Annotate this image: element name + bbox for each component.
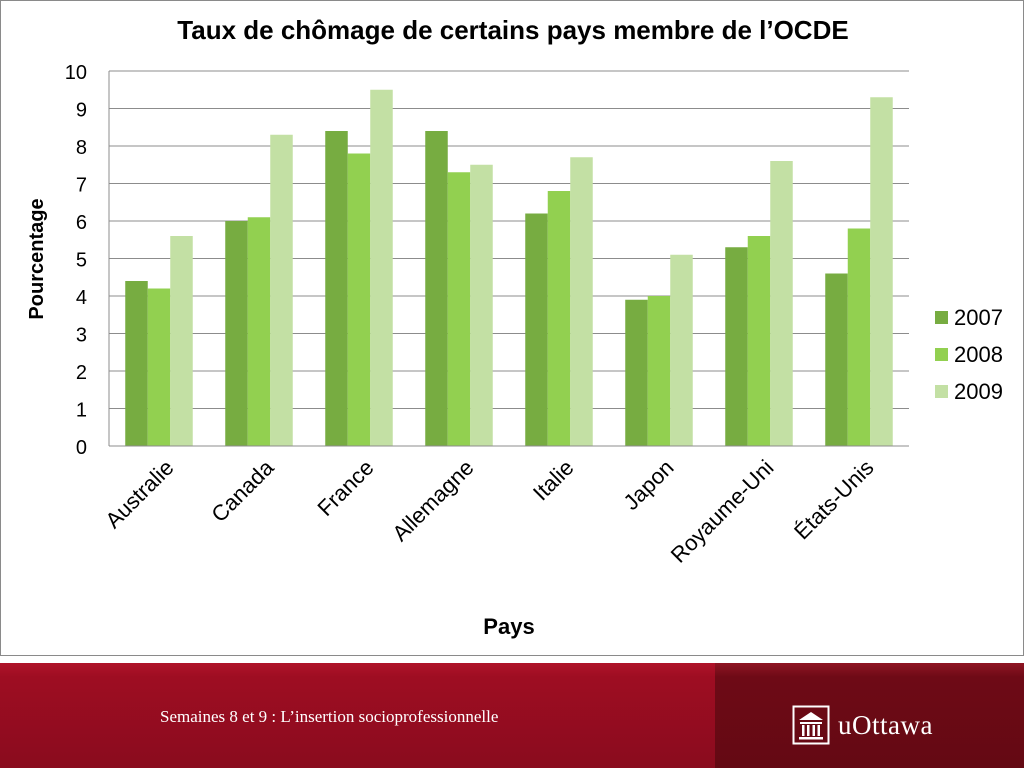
x-tick-label: États-Unis — [789, 455, 878, 544]
y-tick-label: 10 — [65, 62, 87, 84]
x-tick-label: Royaume-Uni — [666, 455, 779, 568]
x-tick-label: Japon — [618, 455, 678, 515]
x-tick-label: France — [312, 455, 378, 521]
bar-2008-Australie — [147, 288, 171, 446]
y-tick-label: 6 — [76, 212, 87, 234]
bar-2007-Royaume-Uni — [725, 247, 748, 446]
y-tick-label: 1 — [76, 400, 87, 422]
bar-2008-Italie — [547, 191, 571, 446]
y-tick-label: 5 — [76, 250, 87, 272]
legend-swatch — [935, 348, 948, 361]
bar-2009-Australie — [170, 236, 193, 446]
y-axis-label: Pourcentage — [26, 198, 48, 319]
y-tick-label: 7 — [76, 175, 87, 197]
bar-2008-Canada — [247, 217, 271, 446]
bar-2009-Royaume-Uni — [770, 161, 793, 446]
bar-chart: Taux de chômage de certains pays membre … — [26, 15, 1003, 639]
x-tick-label: Italie — [528, 455, 579, 506]
uottawa-logo: uOttawa — [792, 703, 933, 747]
bar-2008-Allemagne — [447, 172, 471, 446]
legend-label: 2008 — [954, 342, 1003, 367]
bar-2009-Japon — [670, 254, 693, 446]
bar-2009-Canada — [270, 134, 293, 446]
legend: 2007 2008 2009 — [935, 305, 1003, 404]
bar-2008-Royaume-Uni — [747, 236, 771, 446]
bar-2007-Allemagne — [425, 131, 448, 446]
bar-2009-France — [370, 89, 393, 446]
bar-2007-France — [325, 131, 348, 446]
bar-2007-États-Unis — [825, 273, 848, 446]
bar-2008-France — [347, 153, 371, 446]
legend-swatch — [935, 311, 948, 324]
bar-2009-Allemagne — [470, 164, 493, 446]
bar-2007-Australie — [125, 281, 148, 446]
y-tick-label: 0 — [76, 437, 87, 459]
chart-title: Taux de chômage de certains pays membre … — [177, 15, 848, 45]
bar-2007-Italie — [525, 213, 548, 446]
y-tick-label: 4 — [76, 287, 87, 309]
legend-swatch — [935, 385, 948, 398]
legend-label: 2007 — [954, 305, 1003, 330]
y-tick-label: 8 — [76, 137, 87, 159]
y-tick-label: 9 — [76, 100, 87, 122]
legend-label: 2009 — [954, 379, 1003, 404]
footer-logo-panel — [715, 663, 1024, 768]
footer-caption: Semaines 8 et 9 : L’insertion socioprofe… — [160, 707, 499, 726]
bar-2009-Italie — [570, 157, 593, 446]
logo-text: uOttawa — [838, 709, 933, 740]
bar-2008-Japon — [647, 296, 671, 446]
bar-2008-États-Unis — [847, 228, 871, 446]
bar-2007-Canada — [225, 221, 248, 446]
bar-2007-Japon — [625, 299, 648, 446]
building-icon — [792, 705, 830, 745]
x-tick-label: Australie — [100, 455, 178, 533]
x-tick-label: Allemagne — [387, 455, 478, 546]
x-tick-label: Canada — [206, 454, 279, 527]
chart-frame: Taux de chômage de certains pays membre … — [0, 0, 1024, 656]
y-tick-label: 3 — [76, 325, 87, 347]
footer-banner: Semaines 8 et 9 : L’insertion socioprofe… — [0, 663, 1024, 768]
bar-2009-États-Unis — [870, 97, 893, 446]
x-axis-label: Pays — [483, 614, 534, 639]
y-tick-label: 2 — [76, 362, 87, 384]
